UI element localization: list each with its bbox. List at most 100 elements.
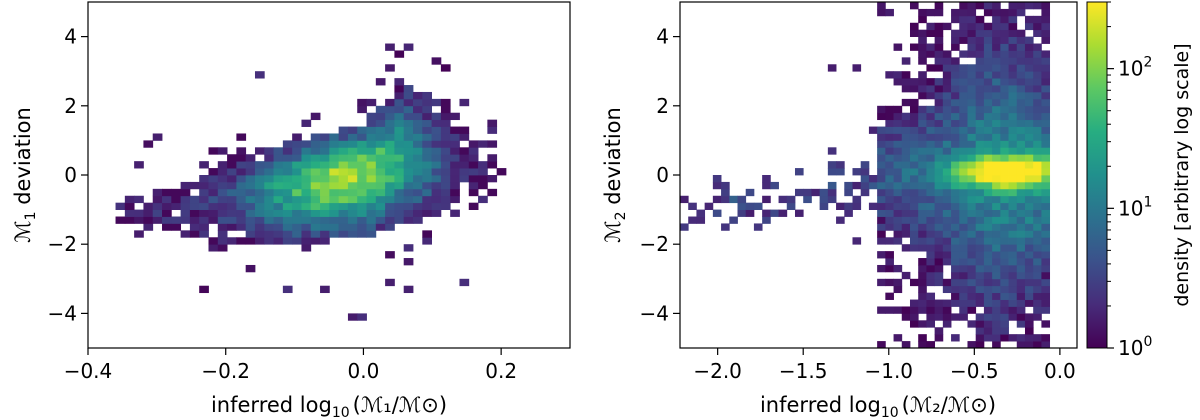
heatmap-cell [1016, 209, 1026, 217]
heatmap-cell [909, 237, 919, 245]
heatmap-cell [1041, 147, 1051, 155]
heatmap-cell [1000, 168, 1009, 176]
heatmap-cell [1041, 271, 1051, 280]
heatmap-cell [877, 237, 886, 245]
heatmap-cell [909, 202, 919, 210]
heatmap-cell [942, 91, 952, 100]
heatmap-cell [1016, 313, 1026, 321]
heatmap-cell [918, 161, 927, 169]
heatmap-cell [487, 161, 498, 169]
heatmap-cell [688, 216, 697, 224]
heatmap-cell [478, 181, 488, 190]
heatmap-cell [1024, 105, 1034, 114]
heatmap-cell [827, 181, 837, 190]
heatmap-cell [320, 168, 330, 176]
heatmap-cell [422, 133, 432, 141]
heatmap-cell [942, 154, 952, 162]
heatmap-cell [403, 209, 414, 217]
heatmap-cell [926, 258, 936, 266]
heatmap-cell [394, 161, 405, 169]
heatmap-cell [254, 168, 265, 176]
x-tick-label: 0.0 [348, 359, 380, 383]
heatmap-cell [992, 57, 1001, 65]
heatmap-cell [983, 78, 993, 86]
heatmap-cell [893, 105, 903, 114]
heatmap-cell [375, 216, 386, 224]
heatmap-cell [1016, 223, 1026, 231]
heatmap-cell [934, 119, 944, 127]
y-tick-label: 2 [64, 94, 77, 118]
heatmap-cell [926, 43, 936, 51]
heatmap-cell [893, 202, 903, 210]
heatmap-cell [942, 119, 952, 127]
heatmap-cell [934, 175, 944, 183]
heatmap-cell [1041, 216, 1051, 224]
heatmap-cell [983, 91, 993, 100]
heatmap-cell [721, 195, 730, 204]
heatmap-cell [967, 230, 977, 238]
heatmap-cell [310, 154, 321, 162]
heatmap-cell [236, 147, 247, 155]
heatmap-cell [357, 181, 367, 190]
heatmap-cell [450, 161, 460, 169]
left-y-axis-label: ℳ1 deviation [11, 107, 39, 243]
heatmap-cell [1024, 133, 1034, 141]
heatmap-cell [967, 22, 977, 31]
heatmap-cell [1008, 313, 1018, 321]
heatmap-cell [236, 154, 247, 162]
heatmap-cell [1016, 112, 1026, 121]
heatmap-cell [440, 126, 451, 134]
heatmap-cell [967, 36, 977, 44]
heatmap-cell [852, 64, 862, 72]
heatmap-cell [301, 161, 312, 169]
heatmap-cell [282, 285, 293, 294]
heatmap-cell [152, 216, 163, 224]
heatmap-cell [992, 2, 1001, 10]
heatmap-cell [1033, 57, 1042, 65]
heatmap-cell [1041, 112, 1051, 121]
heatmap-cell [236, 202, 247, 210]
heatmap-cell [860, 168, 870, 176]
heatmap-cell [992, 251, 1001, 259]
heatmap-cell [975, 98, 985, 107]
heatmap-cell [162, 209, 172, 217]
heatmap-cell [1033, 15, 1042, 24]
heatmap-cell [852, 237, 862, 245]
heatmap-cell [877, 8, 886, 17]
heatmap-cell [273, 168, 284, 176]
heatmap-cell [440, 188, 451, 197]
heatmap-cell [983, 22, 993, 31]
heatmap-cell [134, 209, 144, 217]
heatmap-cell [877, 264, 886, 273]
heatmap-cell [951, 237, 960, 245]
heatmap-cell [1008, 22, 1018, 31]
heatmap-cell [721, 223, 730, 231]
heatmap-cell [909, 140, 919, 148]
heatmap-cell [320, 285, 330, 294]
heatmap-cell [1008, 140, 1018, 148]
heatmap-cell [901, 230, 911, 238]
heatmap-cell [975, 251, 985, 259]
heatmap-cell [836, 216, 845, 224]
heatmap-cell [918, 195, 927, 204]
heatmap-cell [909, 320, 919, 328]
heatmap-cell [992, 181, 1001, 190]
heatmap-cell [440, 147, 451, 155]
heatmap-cell [310, 223, 321, 231]
heatmap-cell [422, 119, 432, 127]
heatmap-cell [901, 271, 911, 280]
heatmap-cell [1033, 223, 1042, 231]
heatmap-cell [951, 91, 960, 100]
heatmap-cell [926, 244, 936, 252]
y-tick-label: 4 [64, 25, 77, 49]
heatmap-cell [992, 230, 1001, 238]
heatmap-cell [959, 140, 968, 148]
heatmap-cell [162, 216, 172, 224]
heatmap-cell [1041, 64, 1051, 72]
heatmap-cell [282, 181, 293, 190]
heatmap-cell [983, 105, 993, 114]
heatmap-cell [431, 154, 442, 162]
heatmap-cell [422, 126, 432, 134]
heatmap-cell [967, 161, 977, 169]
heatmap-cell [227, 223, 237, 231]
